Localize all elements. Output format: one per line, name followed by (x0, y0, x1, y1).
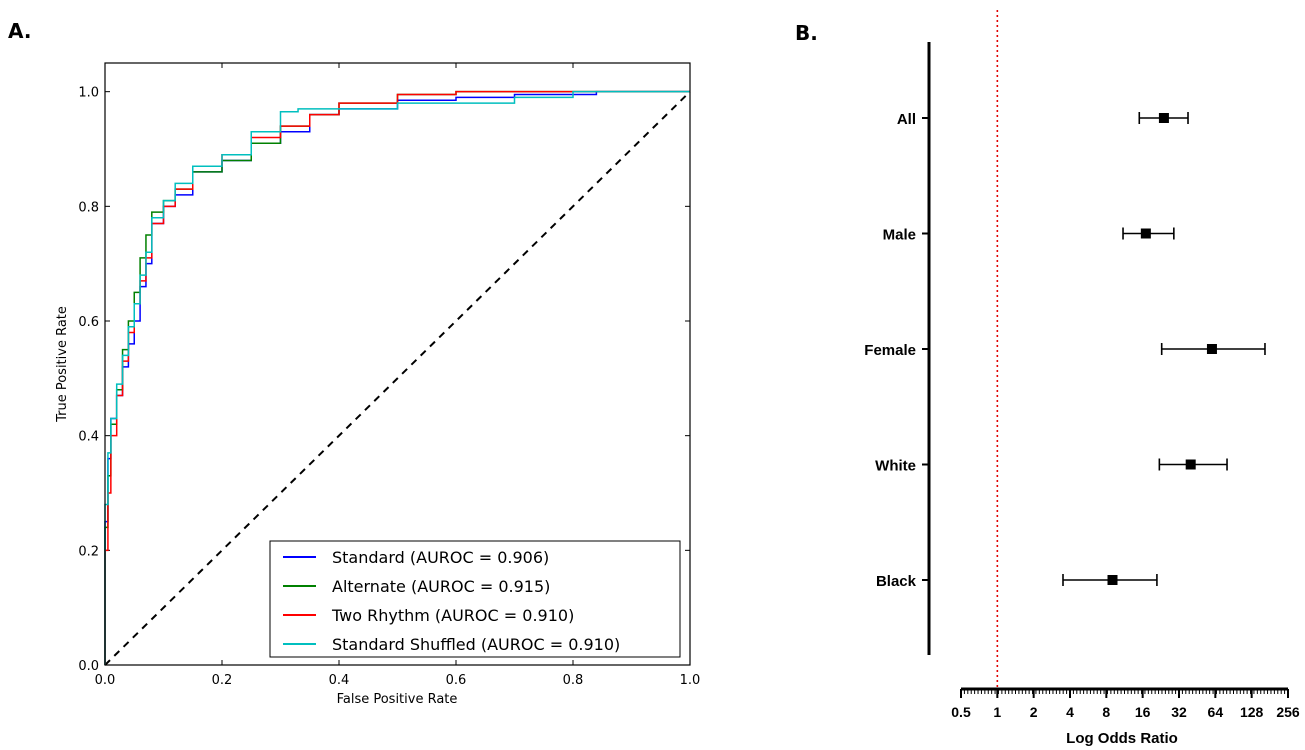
forest-tick-label: 128 (1240, 704, 1264, 720)
y-tick-label: 1.0 (78, 86, 99, 101)
roc-series-group (104, 90, 690, 665)
roc-x-axis-label: False Positive Rate (337, 692, 458, 707)
legend-entry-1: Alternate (AUROC = 0.915) (332, 577, 550, 596)
roc-reference-line (104, 90, 691, 666)
forest-estimate-marker (1158, 113, 1169, 123)
x-tick-label: 1.0 (680, 673, 701, 688)
forest-tick-label: 64 (1208, 704, 1224, 720)
y-tick-label: 0.2 (78, 544, 99, 559)
x-tick-label: 0.6 (446, 673, 467, 688)
forest-tick-label: 8 (1102, 704, 1110, 720)
forest-plot: All Male Female White Black 0.5 1 2 4 8 16 32 64 128… (864, 10, 1300, 747)
forest-tick-label: 1 (993, 704, 1001, 720)
x-tick-label: 0.4 (329, 673, 350, 688)
legend-entry-3: Standard Shuffled (AUROC = 0.910) (332, 635, 620, 654)
y-tick-label: 0.4 (78, 430, 99, 445)
panel-b-label: B. (795, 21, 818, 45)
y-tick-label: 0.6 (78, 315, 99, 330)
forest-tick-label: 2 (1030, 704, 1038, 720)
forest-estimate-marker (1140, 228, 1151, 239)
y-tick-label: 0.8 (78, 200, 99, 215)
x-tick-label: 0.8 (563, 673, 584, 688)
roc-series-line-3 (104, 90, 690, 665)
roc-plot-frame (104, 62, 691, 666)
forest-estimate-marker (1107, 575, 1118, 585)
x-tick-label: 0.2 (212, 673, 233, 688)
roc-chart: 0.0 0.2 0.4 0.6 0.8 1.0 0.0 0.2 0.4 0.6 0.8 1.0 Sta… (55, 62, 701, 707)
y-tick-label: 0.0 (78, 659, 99, 674)
forest-rows: All Male Female White Black (864, 111, 1266, 590)
forest-estimate-marker (1206, 344, 1217, 354)
roc-y-axis-label: True Positive Rate (55, 306, 70, 423)
forest-category-label: Male (883, 227, 916, 244)
forest-x-axis: 0.5 1 2 4 8 16 32 64 128 256 (951, 687, 1300, 720)
forest-tick-label: 16 (1135, 704, 1151, 720)
forest-estimate-marker (1185, 459, 1196, 470)
legend-box (269, 540, 681, 658)
x-tick-label: 0.0 (95, 673, 116, 688)
forest-tick-label: 0.5 (951, 704, 971, 720)
forest-x-axis-label: Log Odds Ratio (1066, 730, 1178, 747)
forest-category-label: White (875, 458, 916, 475)
panel-a-label: A. (8, 19, 31, 43)
legend-entry-0: Standard (AUROC = 0.906) (332, 548, 549, 567)
forest-tick-label: 32 (1171, 704, 1187, 720)
legend-entry-2: Two Rhythm (AUROC = 0.910) (331, 606, 574, 625)
forest-category-label: Female (864, 342, 916, 359)
forest-category-label: Black (876, 573, 917, 590)
roc-legend: Standard (AUROC = 0.906) Alternate (AUROC… (269, 540, 681, 658)
forest-tick-label: 256 (1276, 704, 1300, 720)
forest-tick-label: 4 (1066, 704, 1074, 720)
forest-category-label: All (897, 111, 916, 128)
